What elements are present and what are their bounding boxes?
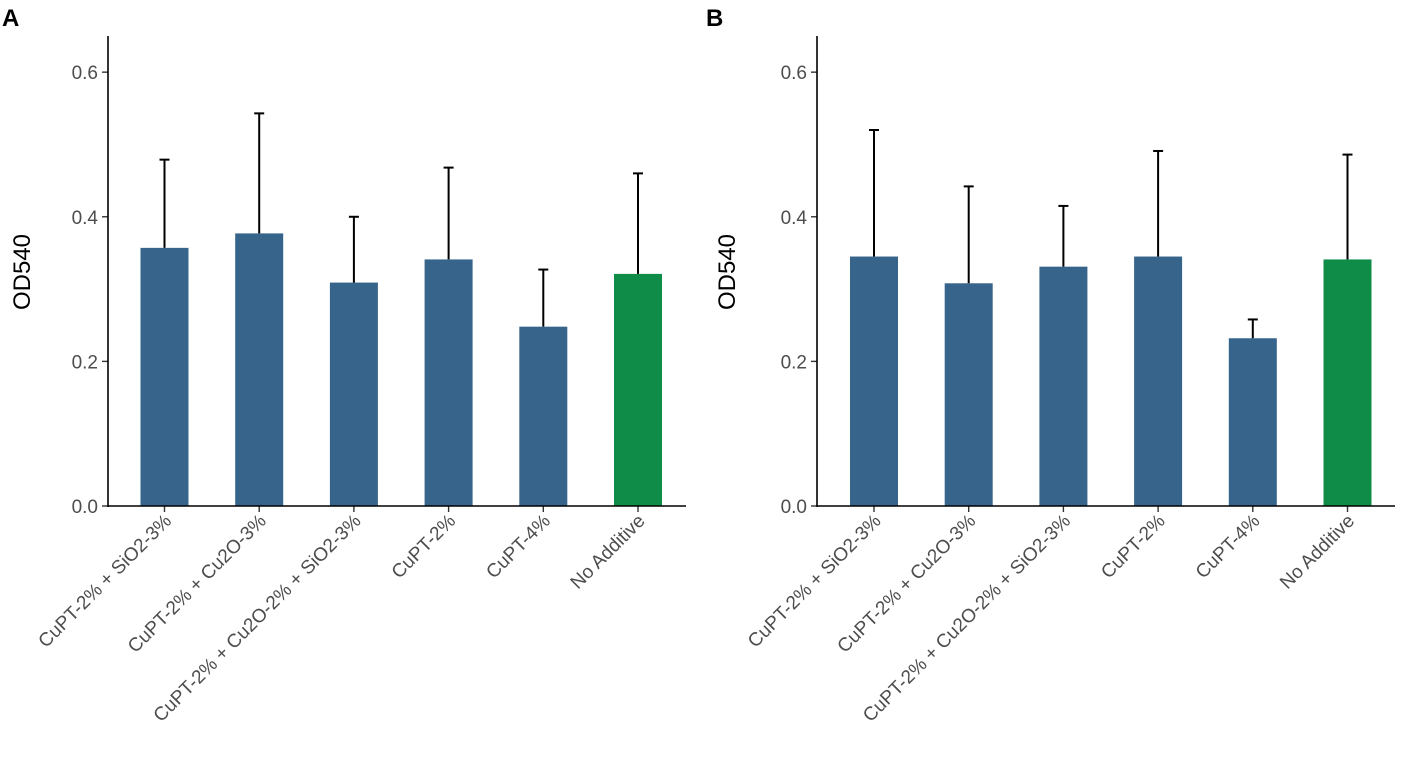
panel-a-label: A [2, 5, 19, 32]
panel-b-bar [944, 283, 993, 506]
panel-a-bar [614, 273, 662, 506]
panel-b-bar [1323, 259, 1372, 506]
panel-a-bar [424, 259, 473, 506]
panel-b-category-label: CuPT-2% + Cu2O-2% + SiO2-3% [859, 511, 1075, 727]
panel-b-category-label: CuPT-4% [1192, 511, 1264, 583]
panel-a-bar [329, 282, 378, 506]
panel-b-label: B [706, 5, 723, 32]
panel-b-bar [1039, 266, 1088, 506]
panel-a-category-label: No Additive [567, 511, 650, 594]
panel-b-bar [1134, 256, 1183, 506]
panel-a-category-label: CuPT-2% + Cu2O-2% + SiO2-3% [150, 511, 366, 727]
panel-a-y-tick-label: 0.6 [72, 63, 98, 84]
panel-b-y-tick-label: 0.0 [781, 497, 807, 518]
panel-a-y-tick-label: 0.0 [72, 497, 98, 518]
panel-a-bar [235, 233, 284, 506]
panel-a-y-tick-label: 0.2 [72, 352, 98, 373]
panel-b-y-tick-label: 0.6 [781, 63, 807, 84]
panel-a-y-tick-label: 0.4 [72, 208, 99, 229]
panel-b-category-label: CuPT-2% [1097, 511, 1169, 583]
panel-a-bar [519, 326, 568, 506]
panel-a-bar [140, 247, 189, 506]
panel-b-y-tick-label: 0.4 [781, 208, 808, 229]
panel-a-y-axis-title: OD540 [9, 234, 36, 310]
panel-a-category-label: CuPT-4% [482, 511, 554, 583]
panel-b-bar [1228, 338, 1277, 506]
panel-b-y-tick-label: 0.2 [781, 352, 807, 373]
panel-a-category-label: CuPT-2% [388, 511, 460, 583]
panel-b-category-label: No Additive [1276, 511, 1359, 594]
panel-b-bar [850, 256, 898, 506]
panel-b-y-axis-title: OD540 [714, 234, 741, 310]
